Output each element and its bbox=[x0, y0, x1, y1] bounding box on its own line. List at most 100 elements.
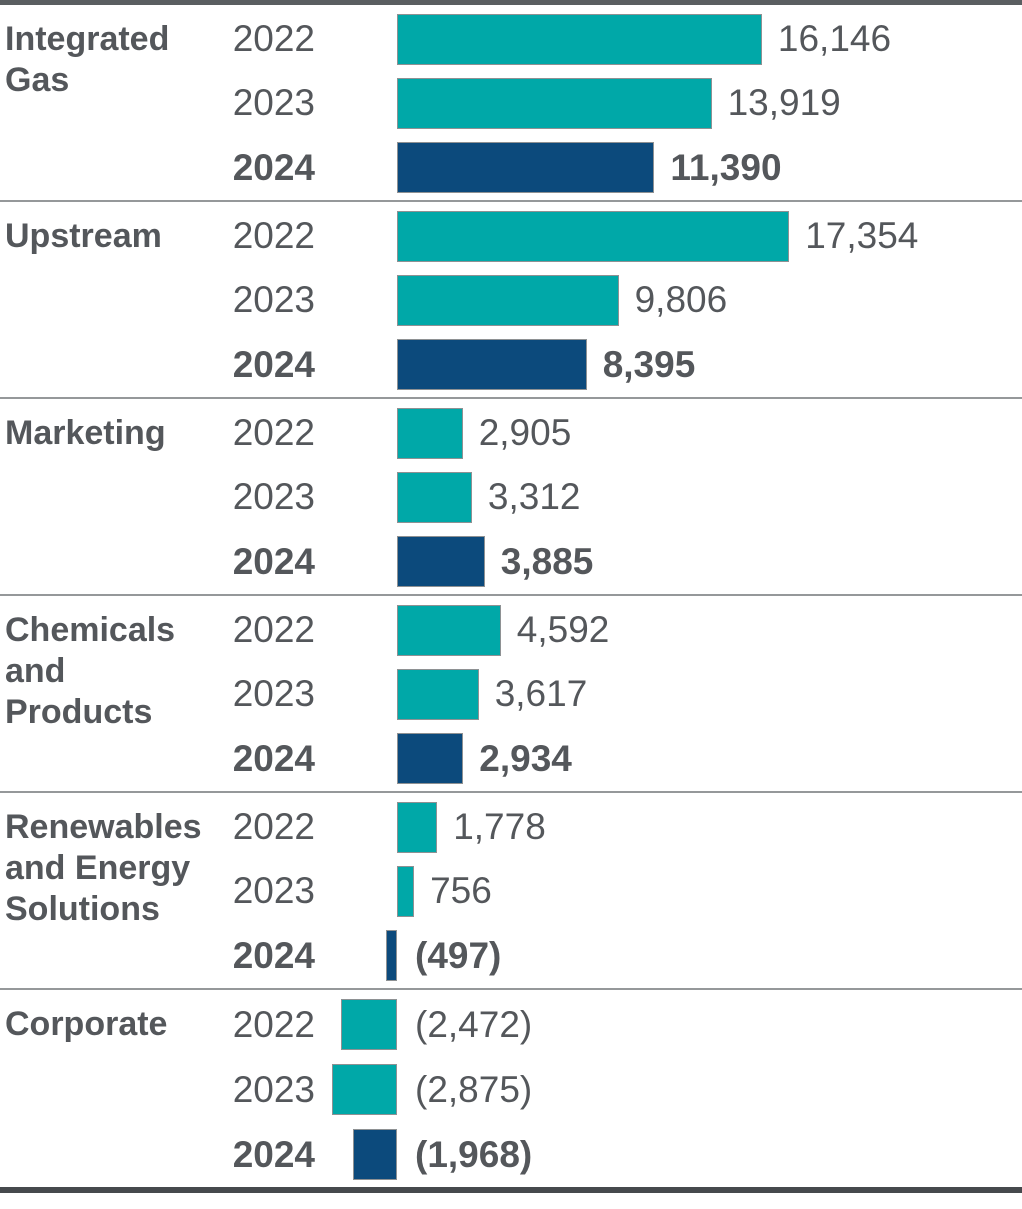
bar-row: 2022 1,778 bbox=[225, 795, 1022, 859]
segment-label-line: Gas bbox=[5, 60, 70, 99]
data-bar bbox=[397, 339, 587, 391]
value-label: 16,146 bbox=[777, 18, 892, 60]
bar-track: 3,885 bbox=[315, 536, 1022, 588]
bar-track: 756 bbox=[315, 865, 1022, 917]
data-bar bbox=[341, 999, 397, 1050]
bar-row: 2022 2,905 bbox=[225, 401, 1022, 465]
data-bar bbox=[397, 13, 762, 65]
year-label: 2023 bbox=[232, 673, 315, 715]
data-bar bbox=[397, 142, 655, 194]
value-label: 756 bbox=[430, 870, 492, 912]
value-label: 13,919 bbox=[727, 82, 841, 124]
segment-section: Upstream 2022 17,354 2023 9,806 2024 8,395 bbox=[0, 202, 1022, 399]
year-label: 2024 bbox=[232, 540, 315, 582]
segment-label: Integrated Gas bbox=[0, 7, 225, 200]
data-bar bbox=[397, 471, 472, 523]
bar-row: 2024 2,934 bbox=[225, 727, 1022, 791]
data-bar bbox=[332, 1064, 397, 1115]
bar-track: 8,395 bbox=[315, 339, 1022, 391]
top-border-rule bbox=[0, 0, 1022, 5]
bar-row: 2023 3,617 bbox=[225, 662, 1022, 726]
segment-section: Corporate 2022 (2,472) 2023 (2,875) 2024 (1,96… bbox=[0, 990, 1022, 1187]
data-bar bbox=[397, 733, 464, 785]
segment-rows: 2022 16,146 2023 13,919 2024 11,390 bbox=[225, 7, 1022, 200]
bottom-border-rule bbox=[0, 1187, 1022, 1193]
bar-track: 3,617 bbox=[315, 668, 1022, 720]
value-label: 9,806 bbox=[634, 279, 728, 321]
bar-row: 2024 (1,968) bbox=[225, 1122, 1022, 1187]
segment-label-line: Integrated bbox=[5, 20, 170, 58]
value-label: 11,390 bbox=[670, 146, 782, 188]
year-label: 2024 bbox=[232, 934, 315, 976]
segment-label-line: Renewables bbox=[5, 808, 202, 846]
bar-row: 2023 13,919 bbox=[225, 71, 1022, 135]
value-label: 1,778 bbox=[453, 806, 546, 848]
year-label: 2022 bbox=[232, 412, 315, 454]
bar-track: (2,472) bbox=[315, 999, 1022, 1050]
value-label: 2,934 bbox=[479, 737, 572, 779]
bar-track: 4,592 bbox=[315, 604, 1022, 656]
bar-row: 2023 756 bbox=[225, 859, 1022, 923]
year-label: 2023 bbox=[232, 279, 315, 321]
value-label: 4,592 bbox=[516, 609, 610, 651]
segment-label-line: Products bbox=[5, 692, 153, 731]
segment-label-line: and Energy bbox=[5, 848, 191, 887]
segment-label: Marketing bbox=[0, 401, 225, 594]
segment-rows: 2022 (2,472) 2023 (2,875) 2024 (1,968) bbox=[225, 992, 1022, 1187]
data-bar bbox=[397, 407, 463, 459]
year-label: 2023 bbox=[232, 82, 315, 124]
segment-section: Integrated Gas 2022 16,146 2023 13,919 2024 11,… bbox=[0, 5, 1022, 202]
value-label: 8,395 bbox=[602, 343, 696, 385]
year-label: 2022 bbox=[232, 609, 315, 651]
bar-track: 11,390 bbox=[315, 142, 1022, 194]
bar-track: 3,312 bbox=[315, 471, 1022, 523]
bar-row: 2022 17,354 bbox=[225, 204, 1022, 268]
year-label: 2023 bbox=[232, 1068, 315, 1110]
bar-row: 2022 16,146 bbox=[225, 7, 1022, 71]
value-label: 3,617 bbox=[494, 673, 588, 715]
year-label: 2022 bbox=[232, 215, 315, 257]
segment-label-line: Upstream bbox=[5, 217, 162, 255]
bar-row: 2022 (2,472) bbox=[225, 992, 1022, 1057]
segment-label-line: Corporate bbox=[5, 1005, 168, 1043]
data-bar bbox=[397, 668, 479, 720]
bar-track: (2,875) bbox=[315, 1064, 1022, 1115]
bar-row: 2024 (497) bbox=[225, 924, 1022, 988]
data-bar bbox=[397, 210, 790, 262]
bar-track: 16,146 bbox=[315, 13, 1022, 65]
segment-section: Renewables and Energy Solutions 2022 1,778 20… bbox=[0, 793, 1022, 990]
data-bar bbox=[397, 604, 501, 656]
segment-label-line: Solutions bbox=[5, 889, 160, 928]
year-label: 2024 bbox=[232, 343, 315, 385]
year-label: 2022 bbox=[232, 806, 315, 848]
year-label: 2024 bbox=[232, 1133, 315, 1175]
year-label: 2023 bbox=[232, 476, 315, 518]
bar-track: 9,806 bbox=[315, 274, 1022, 326]
bar-track: 1,778 bbox=[315, 801, 1022, 853]
value-label: 17,354 bbox=[805, 215, 919, 257]
segment-label-line: Marketing bbox=[5, 414, 166, 452]
data-bar bbox=[385, 930, 397, 982]
data-bar bbox=[397, 77, 712, 129]
value-label: 2,905 bbox=[478, 412, 572, 454]
value-label: (497) bbox=[415, 934, 502, 976]
value-label: 3,885 bbox=[500, 540, 594, 582]
segment-label-line: and bbox=[5, 651, 66, 690]
segment-rows: 2022 2,905 2023 3,312 2024 3,885 bbox=[225, 401, 1022, 594]
segment-rows: 2022 17,354 2023 9,806 2024 8,395 bbox=[225, 204, 1022, 397]
chart-sections: Integrated Gas 2022 16,146 2023 13,919 2024 11,… bbox=[0, 5, 1022, 1187]
data-bar bbox=[352, 1129, 397, 1180]
segment-label: Corporate bbox=[0, 992, 225, 1187]
segment-rows: 2022 1,778 2023 756 2024 (497) bbox=[225, 795, 1022, 988]
bar-track: 2,905 bbox=[315, 407, 1022, 459]
bar-track: 17,354 bbox=[315, 210, 1022, 262]
bar-track: 2,934 bbox=[315, 733, 1022, 785]
segment-label: Chemicals and Products bbox=[0, 598, 225, 791]
bar-row: 2024 11,390 bbox=[225, 136, 1022, 200]
data-bar bbox=[397, 274, 619, 326]
segment-section: Marketing 2022 2,905 2023 3,312 2024 3,885 bbox=[0, 399, 1022, 596]
bar-row: 2023 9,806 bbox=[225, 268, 1022, 332]
bar-track: 13,919 bbox=[315, 77, 1022, 129]
bar-row: 2024 3,885 bbox=[225, 530, 1022, 594]
